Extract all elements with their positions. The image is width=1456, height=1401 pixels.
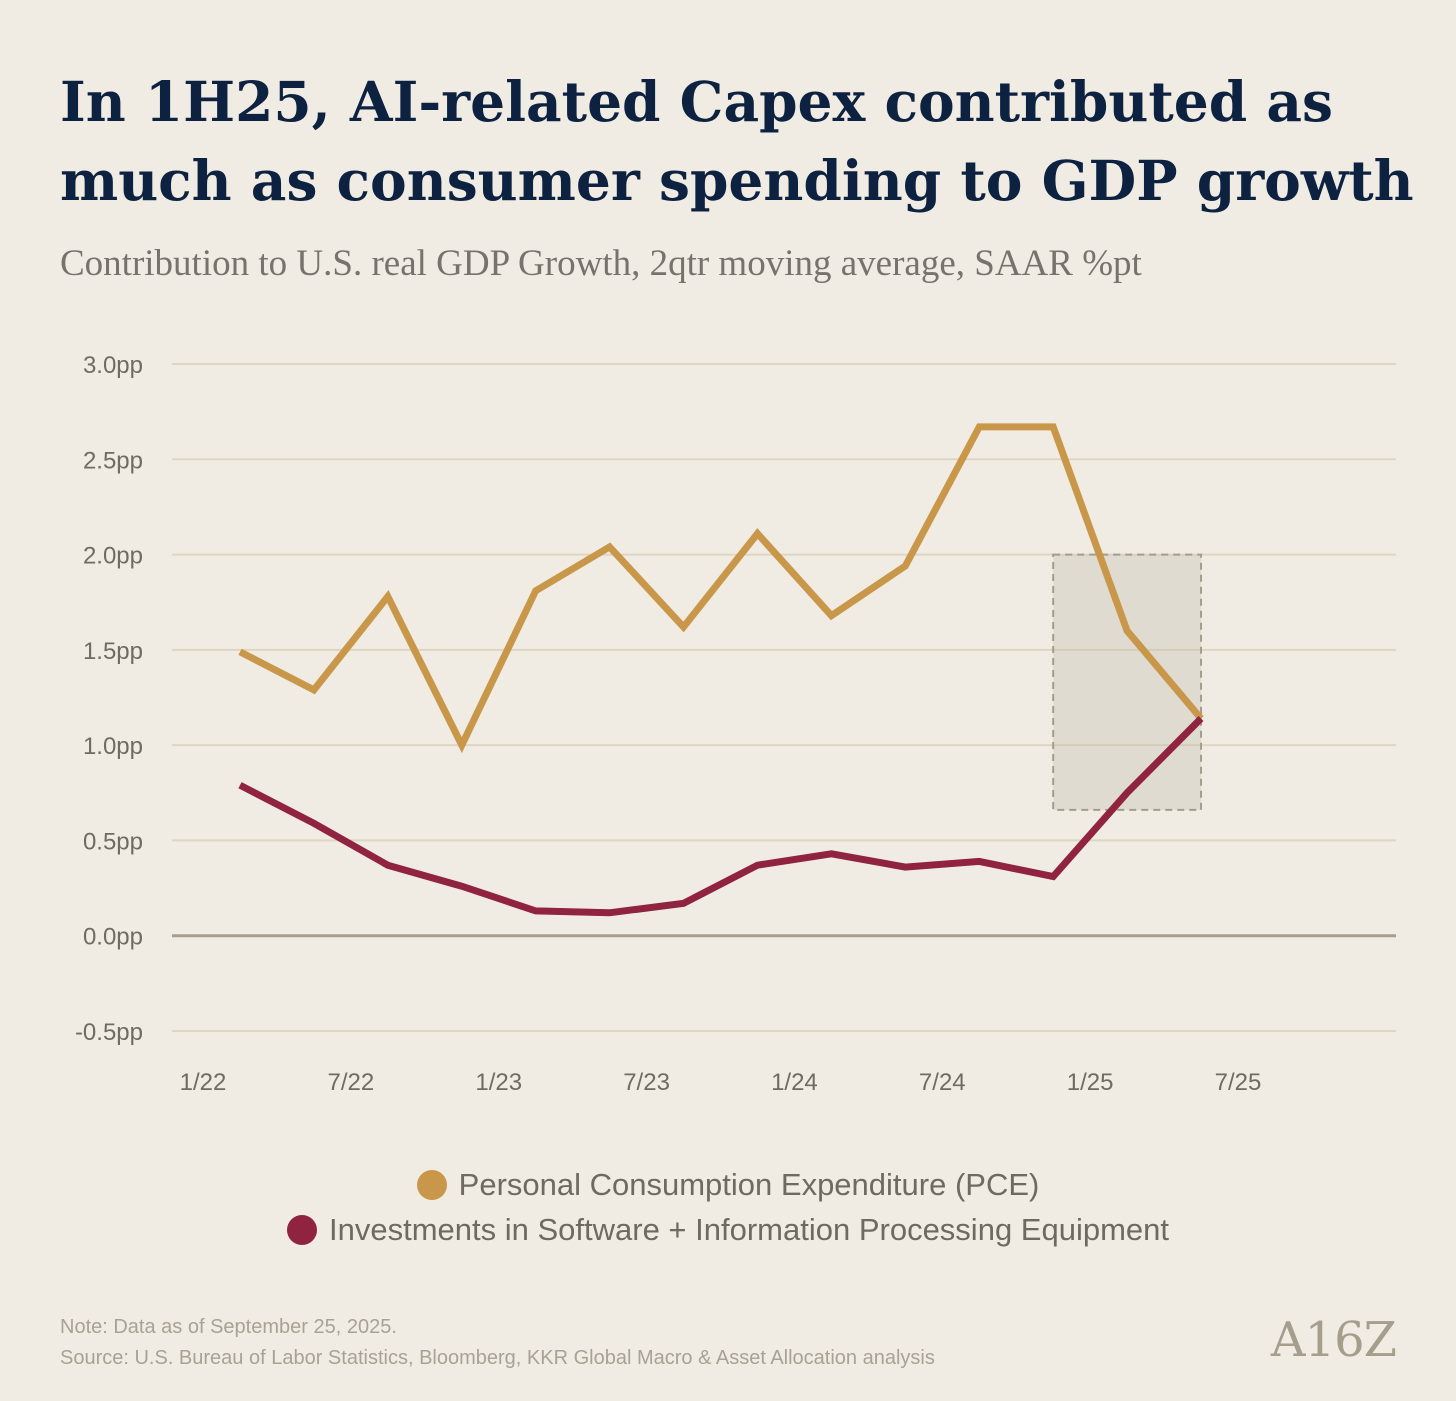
y-axis-ticks: -0.5pp 0.0pp 0.5pp 1.0pp 1.5pp 2.0pp 2.5pp 3.0p… — [75, 352, 143, 1046]
y-tick-label: -0.5pp — [75, 1019, 143, 1046]
legend-item-investments: Investments in Software + Information Pr… — [0, 1207, 1456, 1252]
legend-label-investments: Investments in Software + Information Pr… — [329, 1211, 1169, 1247]
annotations — [1052, 553, 1203, 811]
legend: Personal Consumption Expenditure (PCE) I… — [0, 1162, 1456, 1252]
x-axis-ticks: 1/22 7/22 1/23 7/23 1/24 7/24 1/25 7/25 — [180, 1069, 1262, 1096]
chart-subtitle: Contribution to U.S. real GDP Growth, 2q… — [60, 243, 1142, 284]
y-tick-label: 1.5pp — [83, 638, 143, 665]
series-line-investments — [238, 716, 1204, 917]
logo-text: A16Z — [1270, 1312, 1397, 1368]
a16z-logo: A16Z — [1270, 1312, 1397, 1368]
x-tick-label: 1/22 — [180, 1069, 227, 1096]
line-chart: -0.5pp 0.0pp 0.5pp 1.0pp 1.5pp 2.0pp 2.5pp 3.0p… — [75, 352, 1396, 1096]
footer-source: Source: U.S. Bureau of Labor Statistics,… — [60, 1347, 935, 1369]
legend-swatch-investments — [287, 1214, 317, 1245]
x-tick-label: 1/23 — [475, 1069, 522, 1096]
legend-label-pce: Personal Consumption Expenditure (PCE) — [458, 1166, 1040, 1202]
y-tick-label: 0.0pp — [83, 924, 143, 951]
gridlines — [172, 363, 1396, 1032]
y-tick-label: 1.0pp — [83, 733, 143, 760]
footer-note: Note: Data as of September 25, 2025. — [60, 1316, 397, 1338]
x-tick-label: 7/23 — [623, 1069, 670, 1096]
series-lines — [238, 423, 1204, 917]
footer: Note: Data as of September 25, 2025. Sou… — [60, 1312, 935, 1374]
x-tick-label: 7/22 — [327, 1069, 374, 1096]
y-tick-label: 3.0pp — [83, 352, 143, 379]
x-tick-label: 7/25 — [1215, 1069, 1262, 1096]
series-line-pce — [238, 423, 1204, 754]
highlight-box — [1052, 553, 1203, 811]
legend-item-pce: Personal Consumption Expenditure (PCE) — [0, 1162, 1456, 1207]
chart-title: In 1H25, AI-related Capex contributed as… — [60, 69, 1414, 213]
legend-swatch-pce — [416, 1169, 447, 1200]
x-tick-label: 7/24 — [919, 1069, 966, 1096]
y-tick-label: 0.5pp — [83, 828, 143, 855]
x-tick-label: 1/25 — [1067, 1069, 1114, 1096]
y-tick-label: 2.5pp — [83, 447, 143, 474]
y-tick-label: 2.0pp — [83, 543, 143, 570]
x-tick-label: 1/24 — [771, 1069, 818, 1096]
